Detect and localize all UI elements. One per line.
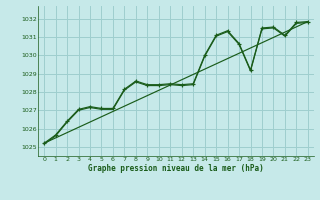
X-axis label: Graphe pression niveau de la mer (hPa): Graphe pression niveau de la mer (hPa) <box>88 164 264 173</box>
